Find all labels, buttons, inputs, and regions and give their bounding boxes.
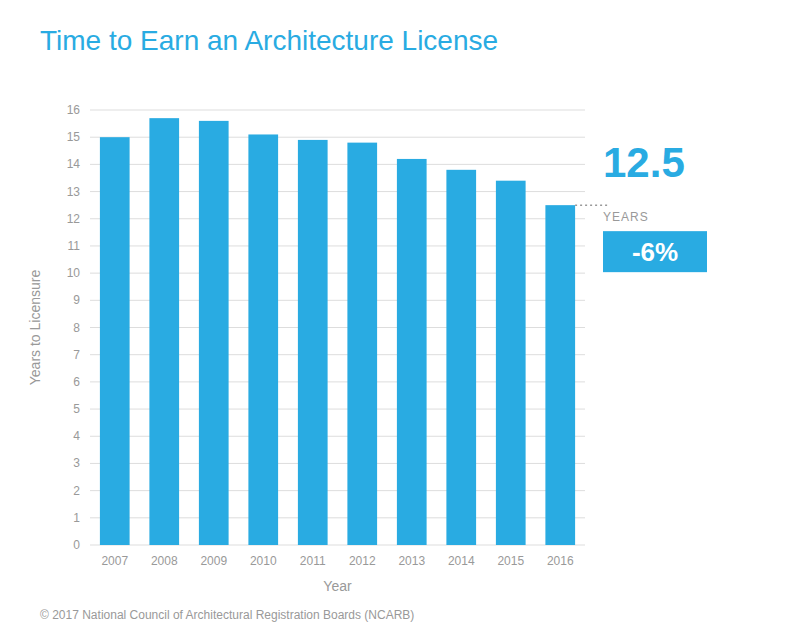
x-tick-label: 2014 bbox=[448, 554, 475, 568]
bar bbox=[149, 118, 179, 545]
y-tick-label: 8 bbox=[73, 321, 80, 335]
y-tick-label: 12 bbox=[67, 212, 81, 226]
bars bbox=[100, 118, 575, 545]
y-tick-label: 6 bbox=[73, 375, 80, 389]
y-tick-label: 16 bbox=[67, 103, 81, 117]
x-tick-label: 2013 bbox=[398, 554, 425, 568]
chart: Time to Earn an Architecture License0123… bbox=[0, 0, 800, 633]
annotation-label: YEARS bbox=[603, 210, 649, 224]
grid bbox=[90, 110, 585, 545]
annotation-value: 12.5 bbox=[603, 139, 685, 186]
y-tick-label: 11 bbox=[68, 239, 81, 253]
y-tick-label: 14 bbox=[67, 157, 81, 171]
x-tick-label: 2008 bbox=[151, 554, 178, 568]
x-tick-label: 2016 bbox=[547, 554, 574, 568]
y-axis-label: Years to Licensure bbox=[27, 270, 43, 386]
y-tick-label: 4 bbox=[73, 429, 80, 443]
y-tick-label: 1 bbox=[73, 511, 80, 525]
bar bbox=[496, 181, 526, 545]
bar bbox=[248, 134, 278, 545]
y-tick-label: 9 bbox=[73, 293, 80, 307]
x-tick-label: 2009 bbox=[200, 554, 227, 568]
y-tick-label: 3 bbox=[73, 456, 80, 470]
y-tick-label: 2 bbox=[73, 484, 80, 498]
x-axis-label: Year bbox=[323, 578, 352, 594]
bar bbox=[199, 121, 229, 545]
y-tick-label: 13 bbox=[67, 185, 81, 199]
y-tick-label: 0 bbox=[73, 538, 80, 552]
x-tick-label: 2015 bbox=[497, 554, 524, 568]
bar bbox=[347, 143, 377, 545]
bar bbox=[298, 140, 328, 545]
y-tick-label: 15 bbox=[67, 130, 81, 144]
y-tick-label: 10 bbox=[67, 266, 81, 280]
y-tick-label: 7 bbox=[73, 348, 80, 362]
bar bbox=[100, 137, 130, 545]
annotation-change: -6% bbox=[632, 237, 678, 267]
title: Time to Earn an Architecture License bbox=[40, 25, 498, 56]
bar bbox=[545, 205, 575, 545]
source: © 2017 National Council of Architectural… bbox=[40, 608, 414, 622]
bar bbox=[397, 159, 427, 545]
x-tick-label: 2010 bbox=[250, 554, 277, 568]
grid-line bbox=[90, 110, 585, 111]
reference-line bbox=[575, 204, 610, 206]
x-tick-label: 2011 bbox=[300, 554, 326, 568]
x-tick-label: 2012 bbox=[349, 554, 376, 568]
annotation-box bbox=[603, 231, 707, 272]
y-tick-label: 5 bbox=[73, 402, 80, 416]
bar bbox=[446, 170, 476, 545]
x-tick-label: 2007 bbox=[101, 554, 128, 568]
